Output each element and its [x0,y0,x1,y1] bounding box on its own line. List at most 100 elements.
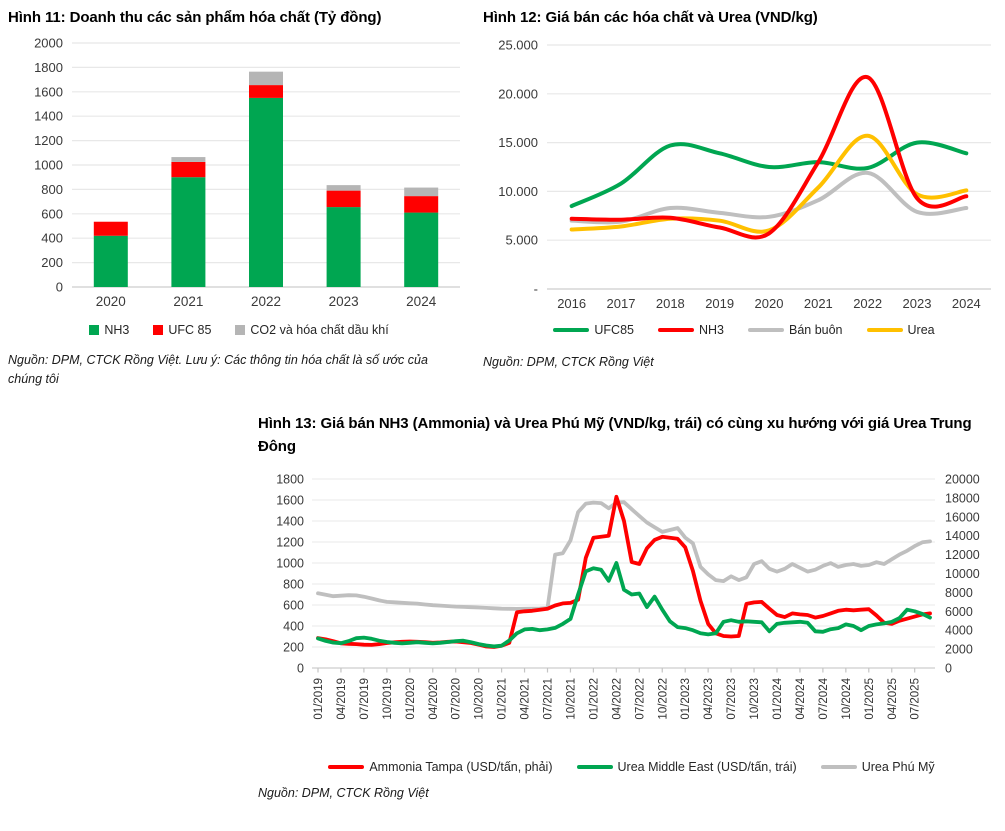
bar-segment-nh3 [171,177,206,287]
x-tick-label: 10/2022 [657,678,669,720]
x-tick-label: 07/2019 [359,678,371,720]
urea-middle-east-line-swatch [576,765,613,769]
axis-tick-label: 20000 [945,473,980,487]
axis-tick-label: 6000 [945,605,973,619]
axis-tick-label: 2024 [952,296,981,311]
x-tick-label: 04/2019 [336,678,348,720]
axis-tick-label: 2022 [251,294,281,309]
axis-tick-label: 2023 [903,296,932,311]
axis-tick-label: 0 [297,662,304,676]
x-tick-label: 04/2024 [795,677,807,719]
hinh13-legend: Ammonia Tampa (USD/tấn, phải) Urea Middl… [258,760,1005,774]
legend-label-co2: CO2 và hóa chất dầu khí [250,323,389,337]
bar-segment-ufc-85 [326,190,361,208]
hinh12-title: Hình 12: Giá bán các hóa chất và Urea (V… [483,9,818,26]
legend-label-urea-phu-my: Urea Phú Mỹ [861,760,935,774]
x-tick-label: 01/2024 [772,677,784,719]
legend-item-nh3: NH3 [89,323,129,337]
urea-line-swatch [866,328,903,332]
legend-item-co2: CO2 và hóa chất dầu khí [235,323,389,337]
axis-tick-label: 200 [41,255,63,270]
axis-tick-label: 800 [283,578,304,592]
line-urea-phú-mỹ [316,500,932,611]
axis-tick-label: 12000 [945,548,980,562]
x-tick-label: 01/2021 [497,678,509,720]
legend-label-nh3-line: NH3 [698,323,724,337]
nh3-color-swatch [89,325,100,335]
axis-tick-label: 5.000 [505,233,538,248]
legend-item-ufc85: UFC 85 [153,323,211,337]
axis-tick-label: 18000 [945,491,980,505]
axis-tick-label: 2021 [804,296,833,311]
legend-item-urea-middle-east: Urea Middle East (USD/tấn, trái) [576,760,797,774]
line-ammonia-tampa-(usd/tấn,-phải) [316,494,932,649]
hinh12-source: Nguồn: DPM, CTCK Rồng Việt [483,355,654,369]
bar-segment-nh3 [93,235,128,287]
bar-segment-ufc-85 [93,221,128,236]
x-tick-label: 07/2021 [543,678,555,720]
axis-tick-label: 2017 [607,296,636,311]
legend-label-urea-middle-east: Urea Middle East (USD/tấn, trái) [617,760,797,774]
hinh13-source: Nguồn: DPM, CTCK Rồng Việt [258,786,429,800]
x-tick-label: 07/2023 [726,678,738,720]
bar-segment-ufc-85 [249,85,283,98]
axis-tick-label: 800 [41,182,63,197]
axis-tick-label: 1000 [276,557,304,571]
legend-item-urea-phu-my: Urea Phú Mỹ [820,760,935,774]
line-nh3 [569,75,969,240]
axis-tick-label: 2021 [173,294,203,309]
bar-segment-ufc-85 [404,196,439,213]
axis-tick-label: 0 [945,662,952,676]
axis-tick-label: 1800 [276,473,304,487]
x-tick-label: 04/2020 [428,678,440,720]
axis-tick-label: 1600 [276,494,304,508]
co2-color-swatch [235,325,246,335]
axis-tick-label: 2019 [705,296,734,311]
bar-segment-co2-và-hóa-chất-dầu-khí [249,71,283,86]
ufc85-line-swatch [553,328,590,332]
x-tick-label: 04/2023 [703,678,715,720]
x-tick-label: 04/2025 [887,678,899,720]
ammonia-tampa-line-swatch [328,765,365,769]
axis-tick-label: 16000 [945,510,980,524]
axis-tick-label: 10000 [945,567,980,581]
hinh13-plot-area: 0200400600800100012001400160018000200040… [276,473,980,720]
axis-tick-label: 25.000 [498,38,538,53]
legend-item-banbuon-line: Bán buôn [747,323,843,337]
axis-tick-label: 2000 [34,37,63,51]
x-tick-label: 01/2023 [680,678,692,720]
axis-tick-label: 2020 [96,294,126,309]
ufc85-color-swatch [153,325,164,335]
legend-label-urea: Urea [907,323,935,337]
hinh11-figure: Hình 11: Doanh thu các sản phẩm hóa chất… [8,6,470,389]
hinh12-legend: UFC85 NH3 Bán buôn Urea [483,323,1005,337]
x-tick-label: 04/2021 [520,678,532,720]
bar-segment-nh3 [404,212,439,287]
legend-label-nh3: NH3 [104,323,130,337]
axis-tick-label: 20.000 [498,86,538,101]
hinh11-plot-area: 0 200 400 600 800 1000 1200 1400 1600 1800 2000 202… [34,37,460,309]
hinh12-plot-area: 25.000 20.000 15.000 10.000 5.000 - 2016 2017… [498,38,991,311]
x-tick-label: 01/2019 [313,678,325,720]
axis-tick-label: 2000 [945,643,973,657]
axis-tick-label: 400 [41,231,63,246]
x-tick-label: 10/2020 [474,678,486,720]
hinh11-source: Nguồn: DPM, CTCK Rồng Việt. Lưu ý: Các t… [8,353,428,386]
hinh12-figure: Hình 12: Giá bán các hóa chất và Urea (V… [483,6,1005,372]
x-tick-label: 01/2022 [588,678,600,720]
axis-tick-label: 2022 [853,296,882,311]
legend-label-ammonia-tampa: Ammonia Tampa (USD/tấn, phải) [369,760,553,774]
axis-tick-label: 15.000 [498,135,538,150]
hinh11-title: Hình 11: Doanh thu các sản phẩm hóa chất… [8,9,382,26]
x-tick-label: 07/2025 [910,678,922,720]
axis-tick-label: 8000 [945,586,973,600]
axis-tick-label: 2023 [329,294,359,309]
axis-tick-label: 1000 [34,158,63,173]
hinh11-legend: NH3 UFC 85 CO2 và hóa chất dầu khí [8,323,470,337]
bar-segment-nh3 [249,97,283,288]
x-tick-label: 10/2019 [382,678,394,720]
axis-tick-label: - [534,282,538,297]
bar-segment-nh3 [326,207,361,287]
x-tick-label: 04/2022 [611,678,623,720]
axis-tick-label: 1200 [34,133,63,148]
